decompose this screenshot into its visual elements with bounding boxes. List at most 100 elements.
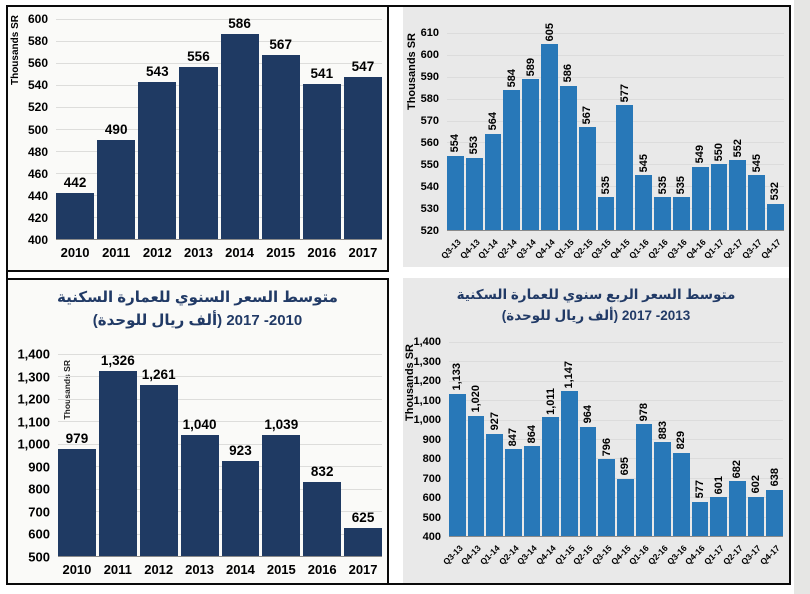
bars: 1,133 1,020 927 847 864 1,011 1,147 964 796 695 97… bbox=[449, 342, 784, 536]
bar bbox=[561, 391, 578, 536]
bar-value-label: 978 bbox=[638, 402, 651, 421]
y-axis-ticks: 1,400 1,300 1,200 1,100 1,000 900 800 700 600 500… bbox=[403, 336, 447, 543]
bar-value-label: 550 bbox=[713, 142, 725, 162]
bar bbox=[56, 192, 95, 239]
x-tick: 2016 bbox=[303, 244, 341, 266]
bar-slot: 567 bbox=[578, 33, 596, 230]
x-tick: 2013 bbox=[179, 244, 217, 266]
y-tick: 1,200 bbox=[413, 375, 441, 387]
gridline bbox=[58, 488, 382, 490]
bar-value-label: 532 bbox=[769, 182, 782, 201]
gridline bbox=[449, 419, 783, 421]
y-tick: 590 bbox=[420, 71, 439, 83]
gridline bbox=[56, 129, 382, 130]
gridline bbox=[447, 120, 784, 122]
x-tick-label: 2014 bbox=[225, 562, 255, 577]
bar bbox=[710, 164, 728, 230]
y-tick: 1,200 bbox=[17, 391, 50, 407]
bar bbox=[635, 423, 653, 536]
y-tick: 460 bbox=[27, 166, 48, 181]
bar-value-label: 1,011 bbox=[544, 387, 557, 415]
bar-value-label: 1,326 bbox=[100, 352, 135, 368]
bar-slot: 552 bbox=[729, 33, 747, 230]
bar bbox=[221, 461, 260, 556]
y-tick: 900 bbox=[28, 459, 50, 475]
bar-value-label: 535 bbox=[675, 175, 688, 195]
gridline bbox=[56, 151, 382, 152]
y-tick: 1,100 bbox=[413, 394, 441, 407]
x-tick-label: 2010 bbox=[62, 562, 92, 577]
bar bbox=[303, 481, 342, 556]
x-tick: 2017 bbox=[344, 561, 382, 581]
bar-value-label: 796 bbox=[600, 437, 613, 457]
bar bbox=[344, 527, 382, 556]
bar-slot: 601 bbox=[710, 342, 728, 536]
bar bbox=[598, 459, 616, 536]
bar-slot: 923 bbox=[221, 354, 260, 556]
bar-value-label: 1,039 bbox=[264, 417, 299, 433]
chart-title-line1: متوسط السعر السنوي للعمارة السكنية bbox=[57, 289, 338, 306]
annual-price-chart-sr: Thousands SR 600 580 560 540 520 500 480 460 440… bbox=[8, 7, 389, 272]
bar bbox=[484, 133, 502, 230]
bar-slot: 964 bbox=[579, 342, 597, 536]
y-tick: 520 bbox=[27, 100, 48, 115]
gridline bbox=[449, 361, 783, 363]
x-tick: Q4-17 bbox=[759, 233, 784, 267]
bar-value-label: 601 bbox=[712, 475, 725, 495]
bar-value-label: 586 bbox=[562, 64, 575, 83]
bar bbox=[767, 203, 784, 230]
x-tick: 2012 bbox=[140, 561, 178, 581]
bar bbox=[654, 197, 671, 230]
bar-value-label: 923 bbox=[229, 443, 252, 459]
bar-value-label: 883 bbox=[656, 420, 669, 440]
bar-value-label: 545 bbox=[637, 153, 650, 173]
bar-value-label: 567 bbox=[269, 37, 292, 53]
plot-area: 1,133 1,020 927 847 864 1,011 1,147 964 796 695 97… bbox=[449, 342, 784, 537]
x-tick: 2015 bbox=[262, 561, 300, 581]
bar-slot: 532 bbox=[767, 33, 784, 230]
gridline bbox=[56, 195, 382, 196]
chart-title-line2: (ألف ريال للوحدة) 2010- 2017 bbox=[92, 311, 303, 329]
bar-value-label: 586 bbox=[228, 16, 251, 32]
y-tick: 500 bbox=[422, 511, 441, 524]
bar bbox=[729, 159, 747, 230]
bar-slot: 1,261 bbox=[139, 354, 178, 556]
x-tick-label: 2015 bbox=[266, 562, 296, 577]
x-tick: 2011 bbox=[99, 561, 137, 581]
bar-slot: 550 bbox=[710, 33, 728, 230]
bar-value-label: 577 bbox=[618, 83, 631, 103]
x-axis-ticks: 2010 2011 2012 2013 2014 2015 2016 2017 bbox=[56, 244, 382, 266]
bar bbox=[559, 85, 577, 230]
bar-value-label: 864 bbox=[526, 424, 539, 443]
bar-slot: 564 bbox=[484, 33, 502, 230]
bar bbox=[505, 449, 522, 536]
bar-slot: 829 bbox=[673, 342, 690, 536]
x-tick-label: 2016 bbox=[307, 245, 337, 260]
gridline bbox=[449, 380, 783, 382]
y-tick: 700 bbox=[422, 472, 441, 485]
bar bbox=[522, 78, 540, 230]
bar-slot: 927 bbox=[486, 342, 504, 536]
x-tick-label: Q3-13 bbox=[440, 543, 465, 567]
bar bbox=[180, 434, 219, 556]
bar bbox=[138, 81, 177, 239]
x-tick: 2010 bbox=[58, 561, 96, 581]
bar-value-label: 553 bbox=[468, 136, 481, 155]
bar-slot: 543 bbox=[138, 19, 177, 239]
chart-title: متوسط السعر السنوي للعمارة السكنية (ألف … bbox=[8, 287, 387, 332]
bar-slot: 847 bbox=[505, 342, 522, 536]
bar bbox=[579, 426, 597, 536]
gridline bbox=[58, 398, 382, 400]
y-tick: 610 bbox=[420, 27, 439, 39]
bar-value-label: 556 bbox=[187, 49, 210, 65]
y-tick: 570 bbox=[420, 115, 439, 127]
bar-slot: 864 bbox=[523, 342, 541, 536]
quarterly-price-chart-sr: Thousands SR 610 600 590 580 570 560 550 540 530… bbox=[403, 7, 789, 267]
bar-value-label: 549 bbox=[694, 145, 707, 164]
bar-slot: 541 bbox=[302, 19, 341, 239]
bar-value-label: 602 bbox=[750, 475, 763, 494]
bar-slot: 832 bbox=[303, 354, 342, 556]
bar-value-label: 554 bbox=[449, 134, 462, 153]
bar-value-label: 535 bbox=[656, 175, 669, 195]
bar bbox=[220, 34, 259, 239]
